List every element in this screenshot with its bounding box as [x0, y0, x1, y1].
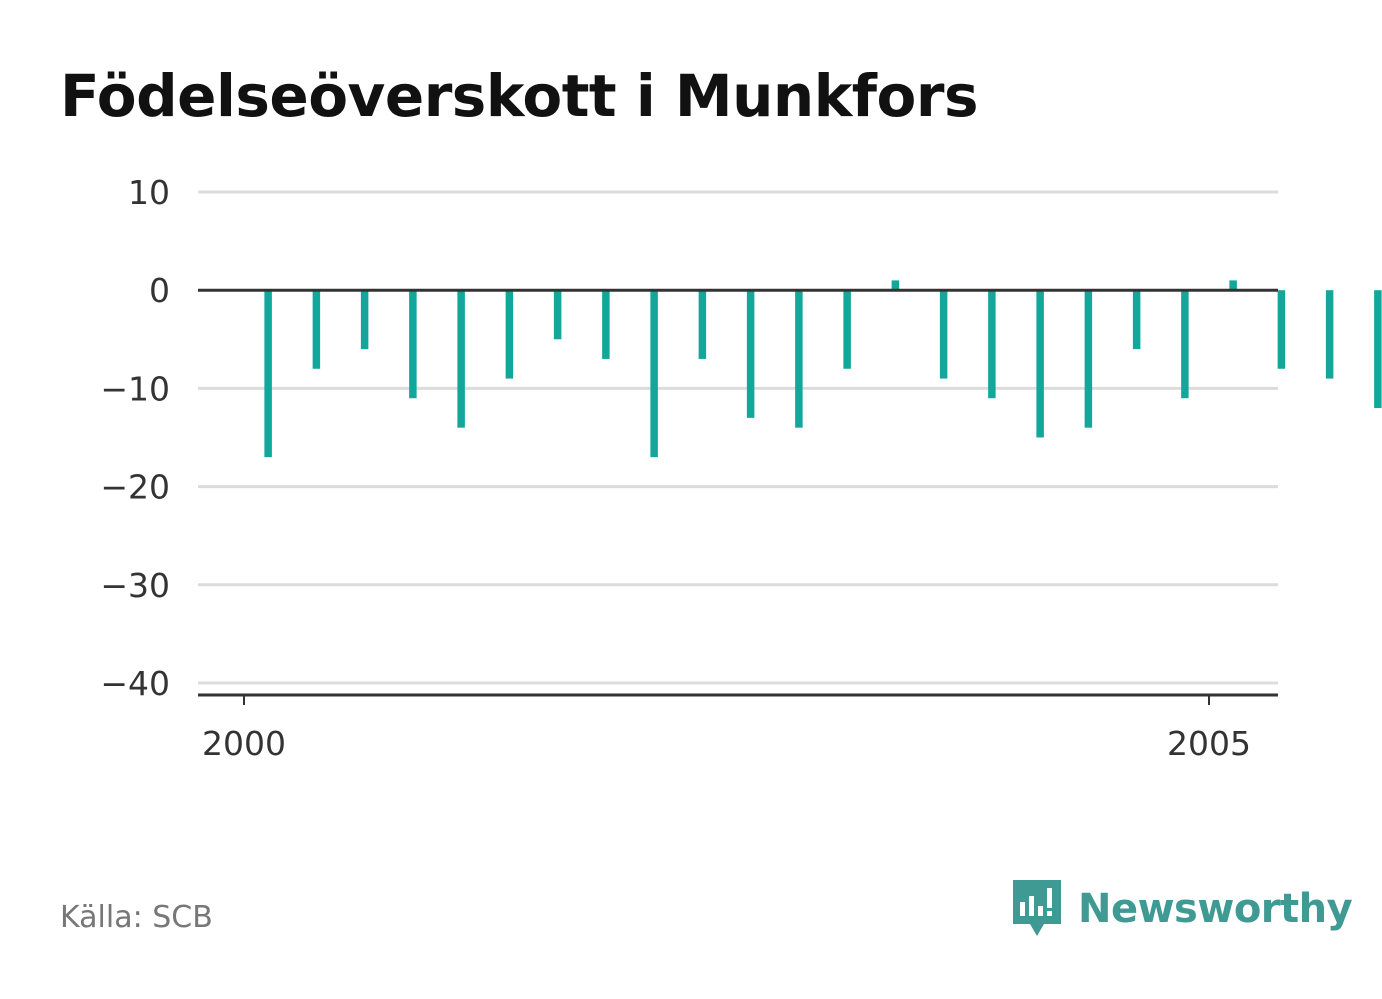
y-tick-label: −20 — [100, 468, 170, 507]
grid-lines — [198, 190, 1278, 685]
bar — [360, 290, 369, 350]
bar — [650, 290, 658, 458]
y-tick-label: 10 — [128, 173, 170, 212]
chart-title: Födelseöverskott i Munkfors — [60, 62, 978, 130]
bar — [1325, 290, 1334, 379]
bar — [1132, 290, 1141, 350]
bar — [939, 290, 948, 379]
bar — [1229, 280, 1237, 291]
bar — [1374, 290, 1382, 409]
bar — [312, 290, 321, 369]
y-tick-label: −30 — [100, 566, 170, 605]
newsworthy-logo-icon — [1013, 880, 1061, 936]
y-tick-label: −10 — [100, 369, 170, 408]
bar — [1036, 290, 1044, 438]
bar — [843, 290, 851, 369]
bar — [1181, 290, 1189, 399]
bar — [988, 290, 996, 399]
bar — [795, 290, 803, 428]
bar — [602, 290, 610, 359]
axes — [198, 288, 1278, 705]
bar — [409, 290, 417, 399]
bar — [891, 280, 900, 291]
y-tick-label: 0 — [149, 271, 170, 310]
source-label: Källa: SCB — [60, 900, 213, 935]
bar — [457, 290, 465, 428]
bars — [264, 280, 1382, 458]
y-tick-labels: 10 0 −10 −20 −30 −40 — [100, 173, 170, 703]
brand-name: Newsworthy — [1078, 886, 1353, 932]
x-tick-label: 2000 — [202, 724, 286, 763]
bar — [1084, 290, 1093, 428]
bar — [698, 290, 707, 359]
bar — [264, 290, 272, 458]
x-tick-label: 2005 — [1167, 724, 1251, 763]
bar — [505, 290, 514, 379]
bar — [746, 290, 755, 418]
bar — [1277, 290, 1286, 369]
x-tick-labels: 200020052010201520202025 — [202, 724, 1251, 763]
brand-logo: Newsworthy — [1010, 878, 1353, 940]
y-tick-label: −40 — [100, 664, 170, 703]
bar — [553, 290, 562, 340]
